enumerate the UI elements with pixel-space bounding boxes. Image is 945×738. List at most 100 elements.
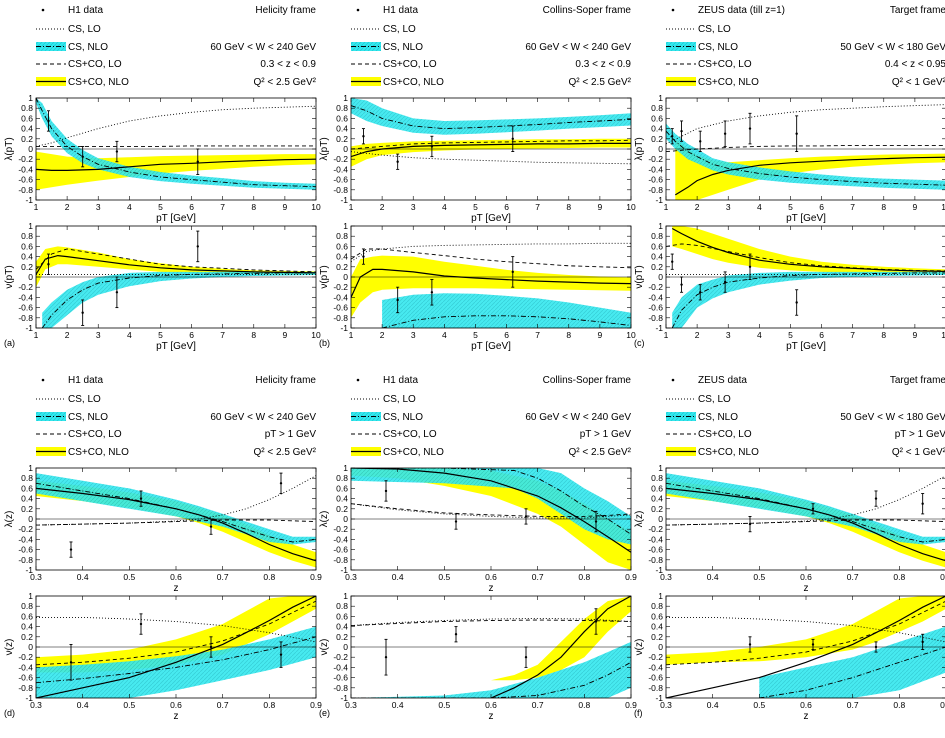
data-point (362, 255, 365, 258)
x-tick-label: 0.3 (30, 572, 42, 582)
legend-cs-lo-label: CS, LO (68, 24, 101, 35)
y-tick-label: 0.6 (336, 241, 348, 251)
y-tick-label: 0.2 (336, 504, 348, 514)
data-point (699, 291, 702, 294)
y-tick-label: -0.8 (18, 313, 33, 323)
legend-data-label: ZEUS data (till z=1) (698, 5, 785, 16)
plot-c-lambda: 10.80.60.40.20-0.2-0.4-0.6-0.8-11 2 3 4 5 6 7 8… (634, 93, 945, 224)
y-tick-label: -0.6 (18, 175, 33, 185)
panel-label: (b) (319, 338, 330, 348)
y-tick-label: -0.8 (648, 185, 663, 195)
legend-data-label: H1 data (68, 5, 103, 16)
x-tick-label: 8 (251, 330, 256, 340)
x-axis-label: z (174, 583, 179, 594)
legend-data-marker (41, 8, 45, 12)
y-tick-label: 1 (343, 221, 348, 231)
plot-e-nu: 10.80.60.40.20-0.2-0.4-0.6-0.8-10.3 0.4 0.… (319, 591, 637, 722)
data-point (748, 643, 752, 646)
data-point (524, 515, 528, 518)
x-tick-label: 0.9 (625, 700, 637, 710)
y-tick-label: -0.6 (333, 545, 348, 555)
x-tick-label: 0.7 (532, 700, 544, 710)
data-point (396, 298, 399, 302)
cs-nlo-band (666, 123, 945, 190)
cs-lo-curve (666, 475, 945, 526)
cut-w: 50 GeV < W < 180 GeV (840, 42, 945, 53)
legend: H1 data Collins-Soper frame CS, LO CS, NLO 6… (351, 375, 632, 458)
y-tick-label: 0.4 (21, 252, 33, 262)
x-tick-label: 0.6 (485, 572, 497, 582)
x-tick-label: 1 (349, 330, 354, 340)
y-tick-label: -0.2 (18, 524, 33, 534)
csco-nlo-curve (666, 596, 945, 698)
legend-cs-nlo-label: CS, NLO (698, 412, 738, 423)
cut-w: 60 GeV < W < 240 GeV (210, 412, 316, 423)
x-tick-label: 2 (65, 202, 70, 212)
x-tick-label: 2 (695, 330, 700, 340)
frame-label: Collins-Soper frame (543, 375, 632, 386)
y-tick-label: 0.8 (651, 473, 663, 483)
plot-area (351, 98, 631, 170)
cs-nlo-curve (759, 646, 945, 698)
y-axis-label: λ(pT) (634, 137, 645, 160)
x-tick-label: 0.3 (345, 700, 357, 710)
csco-lo-curve (666, 243, 945, 272)
x-tick-label: 6 (504, 202, 509, 212)
csco-nlo-curve (490, 596, 631, 698)
y-tick-label: 0.6 (21, 241, 33, 251)
y-tick-label: 0.2 (651, 632, 663, 642)
y-tick-label: 0.4 (21, 124, 33, 134)
y-tick-label: -0.4 (333, 292, 348, 302)
panel-b: H1 data Collins-Soper frame CS, LO CS, NLO 6… (319, 5, 636, 352)
legend-cs-lo-label: CS, LO (383, 394, 416, 405)
y-tick-label: 0.2 (21, 262, 33, 272)
legend-cs-nlo-label: CS, NLO (698, 42, 738, 53)
csco-nlo-band (666, 596, 945, 665)
x-tick-label: 5 (788, 330, 793, 340)
x-axis-label: z (804, 583, 809, 594)
cut-q2: Q² < 2.5 GeV² (253, 77, 316, 88)
y-tick-label: -0.4 (18, 534, 33, 544)
cut-w: 60 GeV < W < 240 GeV (525, 412, 631, 423)
x-tick-label: 0.7 (532, 572, 544, 582)
y-tick-label: 0 (343, 514, 348, 524)
y-tick-label: -1 (25, 195, 33, 205)
plot-area (666, 473, 945, 568)
plot-area (351, 596, 631, 698)
y-tick-label: 1 (28, 93, 33, 103)
y-tick-label: 0.8 (21, 103, 33, 113)
x-tick-label: 3 (411, 330, 416, 340)
x-tick-label: 10 (626, 330, 636, 340)
y-tick-label: 0 (658, 144, 663, 154)
cs-nlo-curve (351, 661, 631, 698)
legend: ZEUS data Target frame CS, LO CS, NLO 50 GeV… (666, 375, 945, 458)
y-tick-label: -1 (25, 323, 33, 333)
csco-nlo-curve (36, 158, 316, 171)
x-tick-label: 9 (283, 330, 288, 340)
x-tick-label: 0.5 (438, 572, 450, 582)
y-tick-label: 0.2 (21, 134, 33, 144)
cut-2: 0.3 < z < 0.9 (260, 59, 316, 70)
plot-c-nu: 10.80.60.40.20-0.2-0.4-0.6-0.8-11 2 3 4 5 6 7 8… (634, 221, 945, 352)
y-tick-label: 0 (28, 642, 33, 652)
x-tick-label: 0.8 (263, 700, 275, 710)
x-tick-label: 7 (220, 330, 225, 340)
y-tick-label: 0.2 (651, 134, 663, 144)
x-tick-label: 6 (189, 330, 194, 340)
data-point (69, 661, 73, 664)
data-point (209, 645, 213, 649)
y-tick-label: -0.6 (18, 545, 33, 555)
x-tick-label: 9 (598, 202, 603, 212)
y-tick-label: 0.6 (651, 611, 663, 621)
x-tick-label: 3 (411, 202, 416, 212)
x-tick-label: 0.9 (625, 572, 637, 582)
legend-csco-nlo-label: CS+CO, NLO (383, 77, 444, 88)
y-tick-label: -0.8 (333, 683, 348, 693)
data-point (594, 520, 598, 523)
legend-csco-nlo-label: CS+CO, NLO (383, 447, 444, 458)
data-point (47, 263, 50, 266)
y-tick-label: 0.8 (21, 231, 33, 241)
y-tick-label: 0 (658, 272, 663, 282)
y-tick-label: 0.2 (336, 632, 348, 642)
x-tick-label: 8 (881, 202, 886, 212)
